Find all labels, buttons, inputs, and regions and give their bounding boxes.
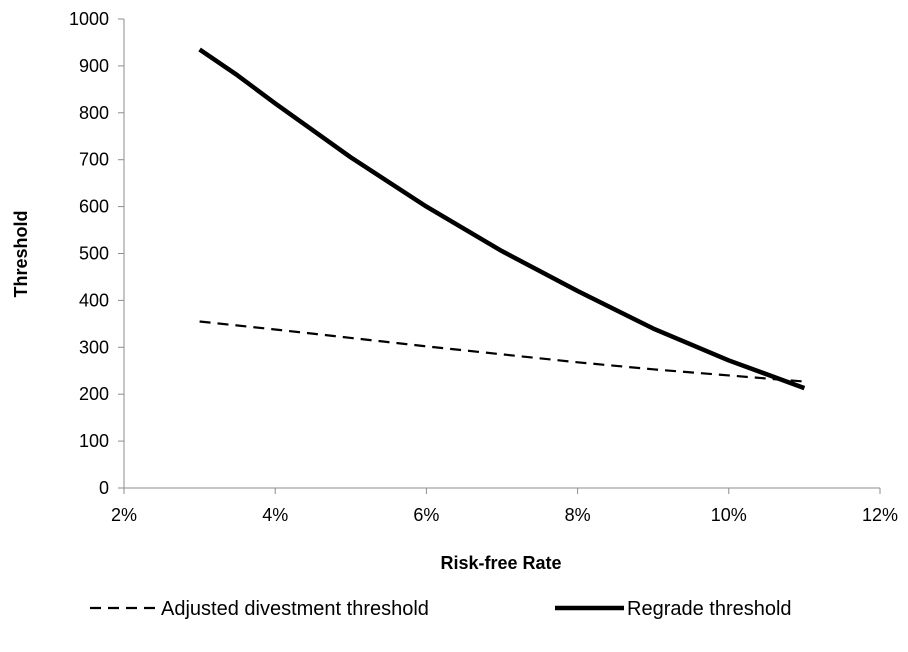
- x-tick-label-2: 6%: [413, 505, 439, 525]
- y-tick-label-1: 100: [79, 431, 109, 451]
- x-axis-title: Risk-free Rate: [440, 553, 561, 573]
- legend-label-0: Adjusted divestment threshold: [161, 598, 429, 620]
- labels: 0 100 200 300 400 500 600 700 800 900 1000 2% 4% 6% 8%…: [69, 9, 898, 525]
- y-tick-label-2: 200: [79, 384, 109, 404]
- y-tick-label-4: 400: [79, 290, 109, 310]
- x-tick-label-0: 2%: [111, 505, 137, 525]
- series-layer: [198, 47, 806, 391]
- legend-label-1: Regrade threshold: [627, 598, 792, 620]
- series-line-0: [199, 320, 805, 383]
- x-tick-label-3: 8%: [565, 505, 591, 525]
- y-tick-label-0: 0: [99, 478, 109, 498]
- y-tick-label-3: 300: [79, 337, 109, 357]
- series-line-1: [198, 47, 806, 391]
- y-tick-label-9: 900: [79, 56, 109, 76]
- y-axis-title: Threshold: [11, 210, 31, 297]
- x-tick-label-1: 4%: [262, 505, 288, 525]
- y-tick-label-10: 1000: [69, 9, 109, 29]
- legend: Adjusted divestment threshold Regrade thr…: [90, 598, 792, 620]
- y-tick-label-8: 800: [79, 103, 109, 123]
- y-tick-label-6: 600: [79, 197, 109, 217]
- axes: [118, 18, 881, 494]
- y-tick-label-5: 500: [79, 244, 109, 264]
- x-tick-label-5: 12%: [862, 505, 898, 525]
- x-tick-label-4: 10%: [711, 505, 747, 525]
- y-tick-label-7: 700: [79, 150, 109, 170]
